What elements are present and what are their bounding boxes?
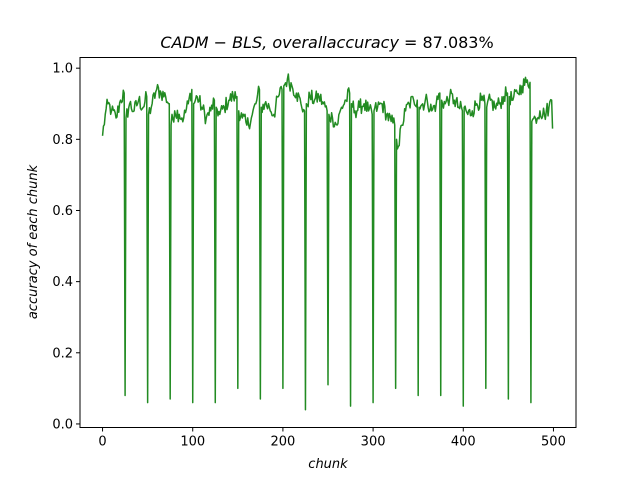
x-tick-label: 300 — [361, 435, 386, 450]
x-axis-title: chunk — [308, 457, 348, 472]
y-axis-title: accuracy of each chunk — [26, 164, 41, 319]
x-tick-label: 500 — [541, 435, 566, 450]
plot-title: CADM − BLS, overallaccuracy = 87.083% — [160, 33, 493, 52]
axes-frame — [79, 57, 577, 428]
y-tick-label: 0.2 — [52, 346, 73, 361]
y-tick-label: 0.8 — [52, 133, 73, 148]
y-tick-label: 1.0 — [52, 62, 73, 77]
plot-title-value: 87.083% — [423, 33, 494, 52]
plot-title-main: CADM − BLS, overallaccuracy = — [160, 33, 422, 52]
x-axis: 0 100 200 300 400 500 — [98, 427, 566, 450]
x-tick-label: 100 — [180, 435, 205, 450]
x-tick-label: 400 — [451, 435, 476, 450]
y-tick-label: 0.0 — [52, 417, 73, 432]
series-line — [101, 73, 554, 411]
y-tick-label: 0.6 — [52, 204, 73, 219]
y-tick-label: 0.4 — [52, 275, 73, 290]
x-tick-label: 0 — [98, 435, 106, 450]
y-axis: 0.0 0.2 0.4 0.6 0.8 1.0 — [52, 62, 80, 432]
x-tick-label: 200 — [270, 435, 295, 450]
